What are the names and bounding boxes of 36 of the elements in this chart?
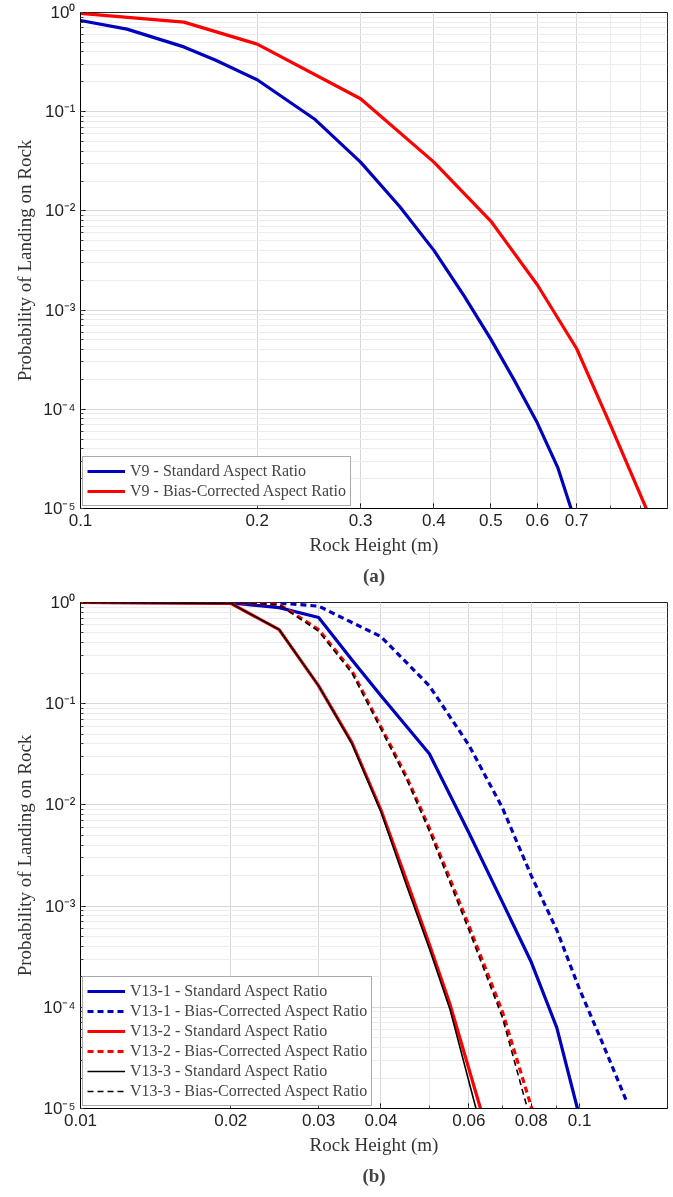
y-tick-label: 10⁻⁴ (43, 399, 76, 419)
legend-label: V13-1 - Bias-Corrected Aspect Ratio (130, 1002, 368, 1020)
legend-label: V13-3 - Standard Aspect Ratio (130, 1062, 328, 1080)
x-tick-label: 0.3 (348, 510, 373, 530)
y-tick-label: 10⁰ (50, 3, 76, 22)
x-tick-label: 0.02 (214, 1110, 248, 1130)
legend-label: V13-2 - Standard Aspect Ratio (130, 1022, 328, 1040)
legend-label: V9 - Bias-Corrected Aspect Ratio (130, 482, 346, 500)
y-tick-label: 10⁻³ (44, 300, 76, 320)
x-tick-label: 0.2 (245, 510, 270, 530)
x-tick-label: 0.4 (422, 510, 446, 530)
y-tick-label: 10⁻⁴ (43, 997, 76, 1017)
y-tick-label: 10⁰ (50, 593, 76, 612)
text: (b) (362, 1164, 386, 1187)
y-tick-label: 10⁻¹ (44, 694, 76, 714)
x-tick-label: 0.6 (525, 510, 550, 530)
x-tick-label: 0.03 (302, 1110, 336, 1130)
y-axis-title: Probability of Landing on Rock (14, 734, 36, 977)
x-tick-label: 0.08 (514, 1110, 548, 1130)
y-tick-label: 10⁻² (44, 795, 76, 815)
x-tick-label: 0.5 (478, 510, 503, 530)
x-tick-label: 0.06 (452, 1110, 486, 1130)
y-tick-label: 10⁻¹ (44, 102, 76, 122)
x-tick-label: 0.04 (364, 1110, 398, 1130)
y-axis-title: Probability of Landing on Rock (14, 139, 36, 382)
x-tick-label: 0.1 (567, 1110, 592, 1130)
y-tick-label: 10⁻² (44, 201, 76, 221)
legend-label: V9 - Standard Aspect Ratio (130, 462, 306, 480)
legend-label: V13-2 - Bias-Corrected Aspect Ratio (130, 1042, 368, 1060)
y-tick-label: 10⁻³ (44, 896, 76, 916)
x-tick-label: 0.7 (564, 510, 589, 530)
legend-label: V13-1 - Standard Aspect Ratio (130, 982, 328, 1000)
legend-label: V13-3 - Bias-Corrected Aspect Ratio (130, 1082, 368, 1100)
text: (a) (362, 564, 386, 587)
x-axis-title: Rock Height (m) (309, 533, 439, 556)
x-axis-title: Rock Height (m) (309, 1133, 439, 1156)
